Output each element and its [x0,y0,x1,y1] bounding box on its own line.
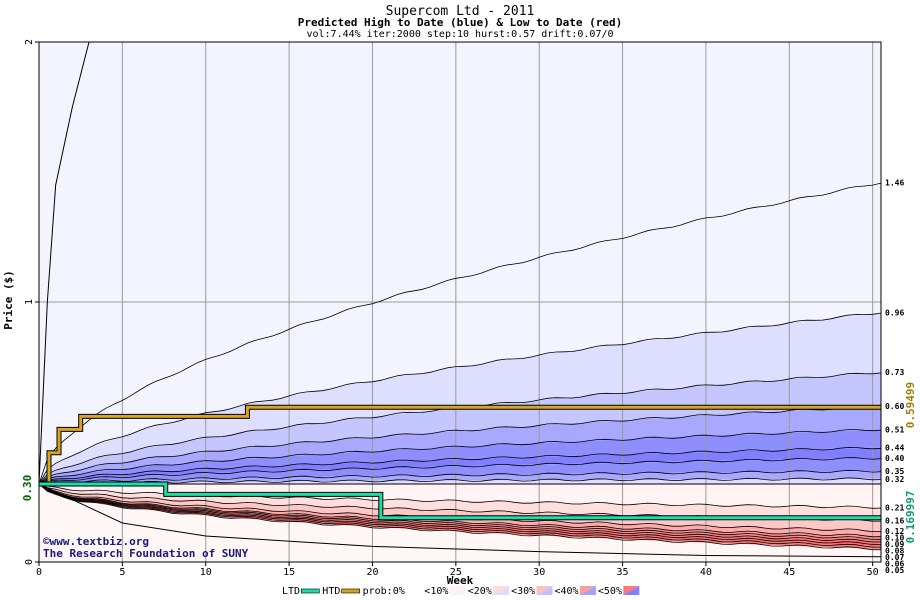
legend-swatch-high [493,586,510,595]
high-quantile-line-6 [38,457,882,485]
legend-swatch-high [579,586,596,595]
legend-label-0: LTD [282,586,300,597]
x-tick-label: 25 [450,567,462,578]
legend-label-2: prob:0% [363,586,405,597]
legend-label-6: <40% [555,586,579,597]
high-band-1 [39,312,881,484]
legend-swatch-high [536,586,553,595]
low-quantile-line-5 [38,483,882,543]
low-end-label: 0.10 [885,533,904,542]
low-quantile-line-6 [38,483,881,545]
legend-label-1: HTD [322,586,340,597]
legend-label-7: <50% [598,586,622,597]
high-quantile-line-8 [38,477,882,485]
chart-title: Supercom Ltd - 2011 [386,4,535,19]
x-tick-label: 15 [283,567,295,578]
low-end-label: 0.07 [885,553,904,562]
htd-ltd-lines [39,404,882,521]
low-end-label: 0.08 [885,546,904,555]
high-end-label: 0.32 [885,475,904,484]
high-quantile-line-3 [38,406,882,485]
high-quantile-line-1 [38,312,882,485]
low-quantile-line-4 [38,483,882,540]
high-end-label: 0.35 [885,467,904,476]
high-band-2 [39,372,881,484]
y-tick-label: 0 [24,559,35,565]
axes: 0 5 10 15 20 25 30 35 40 45 50 0 1 2 [24,39,882,578]
low-quantile-line-7 [38,483,881,548]
low-end-label: 0.06 [885,559,904,568]
high-end-label: 0.73 [885,368,904,377]
x-tick-label: 45 [783,567,795,578]
legend-swatch-line [300,588,320,594]
high-end-label: 1.46 [885,178,904,187]
high-quantile-line-0 [38,182,882,485]
high-end-label: 0.44 [885,444,904,453]
legend: LTD HTD prob:0% <10% <20% <30% <40% <50% [282,586,640,597]
high-band-0 [39,182,881,484]
legend-label-4: <20% [468,586,492,597]
low-band-1 [39,484,881,521]
y-tick-label: 2 [24,39,35,45]
ltd-value-label: 0.169997 [904,491,917,544]
high-end-label: 0.96 [885,308,904,317]
low-end-label: 0.09 [885,540,904,549]
high-end-label: 0.60 [885,402,904,411]
low-band-0 [39,484,881,508]
bottom-low-line [38,483,882,558]
legend-swatch-high [449,586,466,595]
high-band-6 [39,458,881,484]
low-end-label: 0.21 [885,503,904,512]
x-tick-label: 10 [200,567,212,578]
high-end-label: 0.40 [885,454,904,463]
copyright-text: ©www.textbiz.org [43,535,149,548]
x-tick-label: 20 [366,567,378,578]
y-axis-label: Price ($) [2,270,15,330]
high-band-4 [39,429,881,484]
legend-swatch-high [623,586,640,595]
high-quantile-line-4 [38,429,882,485]
x-tick-label: 35 [617,567,629,578]
current-price-label: 0.30 [21,475,34,502]
x-tick-label: 0 [36,567,42,578]
ltd-line [39,482,882,520]
chart-subtitle: Predicted High to Date (blue) & Low to D… [298,16,623,29]
chart-title-group: Supercom Ltd - 2011 Predicted High to Da… [298,4,623,40]
legend-label-3: <10% [424,586,448,597]
legend-swatch-high [406,586,423,595]
chart-params: vol:7.44% iter:2000 step:10 hurst:0.57 d… [306,29,613,40]
legend-swatch-line [341,588,360,594]
low-end-label: 0.12 [885,527,904,536]
foundation-text: The Research Foundation of SUNY [43,547,249,560]
low-quantile-line-8 [38,483,881,551]
htd-line [39,405,881,486]
low-end-label: 0.05 [885,566,904,575]
x-tick-label: 40 [700,567,712,578]
high-band-3 [39,406,881,484]
htd-value-label: 0.59499 [904,382,917,428]
high-quantile-line-5 [38,446,882,485]
x-tick-label: 50 [867,567,879,578]
legend-label-5: <30% [511,586,535,597]
quantile-end-labels: 1.46 0.96 0.73 0.60 0.51 0.440.40 0.350.32 0.21… [885,178,904,574]
x-axis-label: Week [447,574,474,587]
x-tick-label: 5 [119,567,125,578]
high-end-label: 0.51 [885,425,904,434]
high-quantile-line-7 [38,469,882,485]
top-high-line [38,41,90,485]
y-tick-label: 1 [24,299,35,305]
low-quantile-line-3 [38,483,882,538]
low-band-3 [39,484,881,536]
low-end-label: 0.16 [885,516,904,525]
x-tick-label: 30 [533,567,545,578]
